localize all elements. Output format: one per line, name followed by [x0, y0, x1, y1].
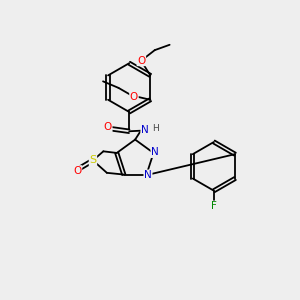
- Text: O: O: [137, 56, 146, 65]
- Text: O: O: [74, 166, 82, 176]
- Text: F: F: [211, 201, 217, 211]
- Text: N: N: [151, 147, 159, 158]
- Text: O: O: [104, 122, 112, 132]
- Text: O: O: [130, 92, 138, 102]
- Text: N: N: [144, 170, 152, 180]
- Text: H: H: [152, 124, 159, 133]
- Text: N: N: [141, 125, 149, 135]
- Text: S: S: [89, 155, 97, 165]
